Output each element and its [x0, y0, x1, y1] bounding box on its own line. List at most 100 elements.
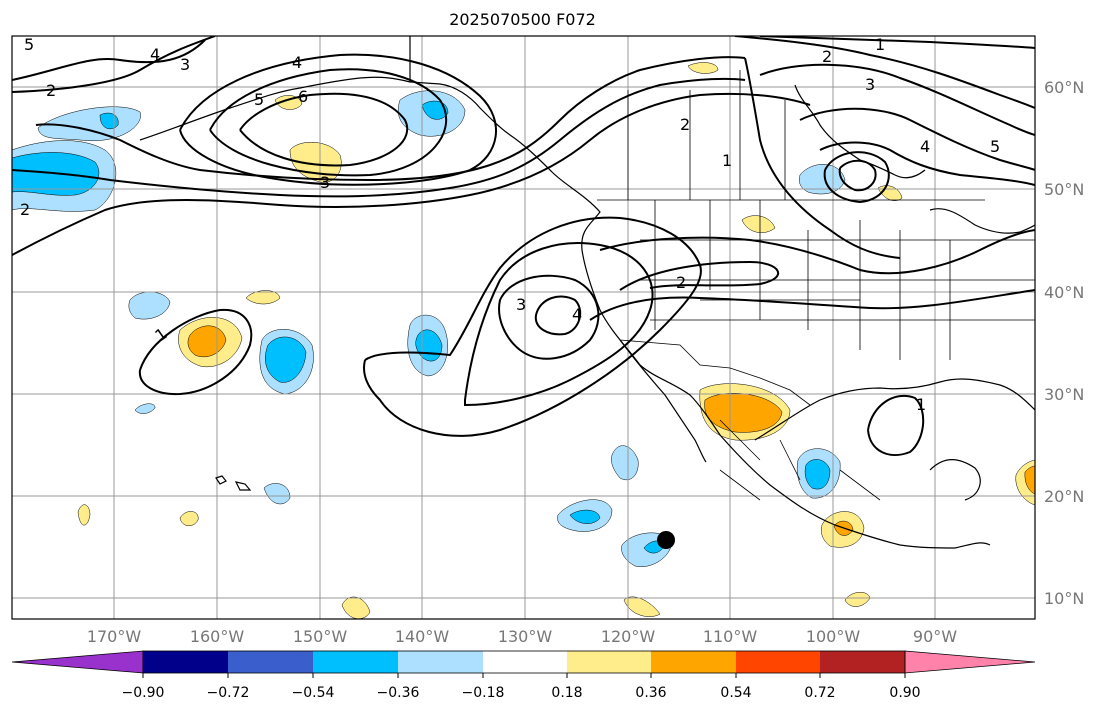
shaded-fields [12, 62, 1035, 619]
blue-core-gulf [421, 100, 449, 120]
contour-label: 5 [254, 90, 264, 109]
blue-core-mx [804, 459, 831, 490]
contour-label: 2 [680, 115, 690, 134]
lon-label: 170°W [87, 627, 142, 646]
blue-field-cp4 [134, 403, 156, 414]
contour-label: 1 [722, 151, 732, 170]
contour-label: 3 [516, 295, 526, 314]
hawaii-2 [234, 481, 252, 491]
contours [12, 36, 1035, 456]
gulf-coast [754, 378, 1035, 441]
yellow-field-s2 [623, 596, 661, 617]
contour-label: 5 [990, 137, 1000, 156]
contour-sw-1 [589, 289, 1035, 321]
lon-label: 140°W [395, 627, 450, 646]
lat-label: 20°N [1044, 487, 1084, 506]
contour-ak-5 [179, 53, 497, 186]
contour-wide-1 [362, 216, 702, 437]
colorbar-segment [313, 651, 398, 673]
contour-label: 2 [20, 200, 30, 219]
lat-label: 50°N [1044, 180, 1084, 199]
contour-pac-3 [35, 56, 746, 182]
storm-marker [657, 531, 675, 549]
contour-gulf-1 [867, 394, 925, 456]
colorbar-frame [142, 650, 906, 674]
contour-label: 2 [46, 81, 56, 100]
colorbar-tick-label: 0.72 [804, 685, 835, 701]
colorbar-segment [820, 651, 905, 673]
colorbar-tick-label: 0.18 [551, 685, 582, 701]
hawaii-1 [215, 475, 227, 485]
colorbar-tick-label: −0.54 [292, 685, 335, 701]
yellow-field-ak [274, 95, 303, 110]
contour-pac-1 [12, 92, 811, 256]
us-mexico-border [619, 339, 811, 406]
yellow-field-plains [741, 215, 776, 233]
contour-label: 1 [875, 35, 885, 54]
blue-core-ep1 [569, 509, 601, 524]
contour-label: 4 [292, 53, 302, 72]
longitude-labels: 170°W 160°W 150°W 140°W 130°W 120°W 110°… [87, 627, 957, 646]
colorbar-ticks [142, 673, 906, 678]
blue-field-canada [799, 164, 846, 195]
contour-low-5 [823, 151, 890, 204]
colorbar-segment [567, 651, 651, 673]
colorbar-labels: −0.90 −0.72 −0.54 −0.36 −0.18 0.18 0.36 … [122, 685, 921, 701]
colorbar-tick-label: 0.54 [720, 685, 751, 701]
colorbar-extend-right [904, 650, 1036, 674]
lon-label: 160°W [190, 627, 245, 646]
lat-label: 30°N [1044, 385, 1084, 404]
contour-ak-1 [12, 39, 206, 81]
lat-label: 60°N [1044, 78, 1084, 97]
contour-low-6 [838, 159, 877, 192]
aleutian-chain [139, 76, 411, 141]
colorbar-tick-label: −0.36 [377, 685, 420, 701]
contour-east-2 [734, 36, 1035, 109]
contour-east-4 [799, 107, 1035, 171]
contour-label: 4 [572, 305, 582, 324]
lon-label: 130°W [498, 627, 553, 646]
lat-label: 40°N [1044, 283, 1084, 302]
map-background [12, 36, 1035, 619]
colorbar-tick-label: −0.90 [122, 685, 165, 701]
map-frame [11, 35, 1036, 620]
blue-field-hi [263, 483, 291, 505]
contour-label-group: 1 2 3 4 5 6 4 5 3 2 1 2 4 5 2 1 3 4 2 3 … [20, 35, 1000, 414]
contour-ak-2 [12, 36, 216, 93]
latitude-labels: 60°N 50°N 40°N 30°N 20°N 10°N [1044, 78, 1084, 608]
colorbar-segment [483, 651, 567, 673]
contour-pac-2 [12, 77, 746, 198]
blue-core-cp2 [265, 336, 307, 383]
contour-label: 6 [298, 87, 308, 106]
yellow-field-bc [687, 62, 719, 74]
contour-cp-1 [138, 308, 253, 396]
contour-east-5 [819, 141, 1035, 186]
baja-coast [619, 339, 707, 463]
contour-label: 3 [180, 55, 190, 74]
contour-ak-3 [239, 92, 408, 167]
canada-provinces [627, 70, 786, 200]
colorbar-segment [398, 651, 483, 673]
contour-label: 3 [865, 75, 875, 94]
orange-core-carib [1024, 465, 1035, 495]
contour-ridge-2 [619, 260, 780, 291]
contour-label: 4 [920, 137, 930, 156]
lon-label: 100°W [806, 627, 861, 646]
map-title: 2025070500 F072 [449, 10, 596, 29]
mexico-states [719, 419, 881, 501]
yellow-field-hi1 [77, 504, 91, 526]
contour-ak-4 [209, 68, 448, 177]
contour-cutoff-2 [464, 242, 654, 407]
great-lakes [929, 208, 1035, 234]
contour-label: 5 [24, 35, 34, 54]
contour-bc-1 [744, 57, 901, 259]
colorbar-tick-label: −0.72 [207, 685, 250, 701]
contour-cutoff-4 [534, 295, 582, 336]
state-lines [640, 200, 1035, 360]
contour-label: 3 [320, 173, 330, 192]
colorbar-extend-left [11, 650, 144, 674]
coastlines [139, 36, 1035, 549]
contour-label: 4 [150, 45, 160, 64]
orange-core-cp2 [187, 325, 227, 358]
